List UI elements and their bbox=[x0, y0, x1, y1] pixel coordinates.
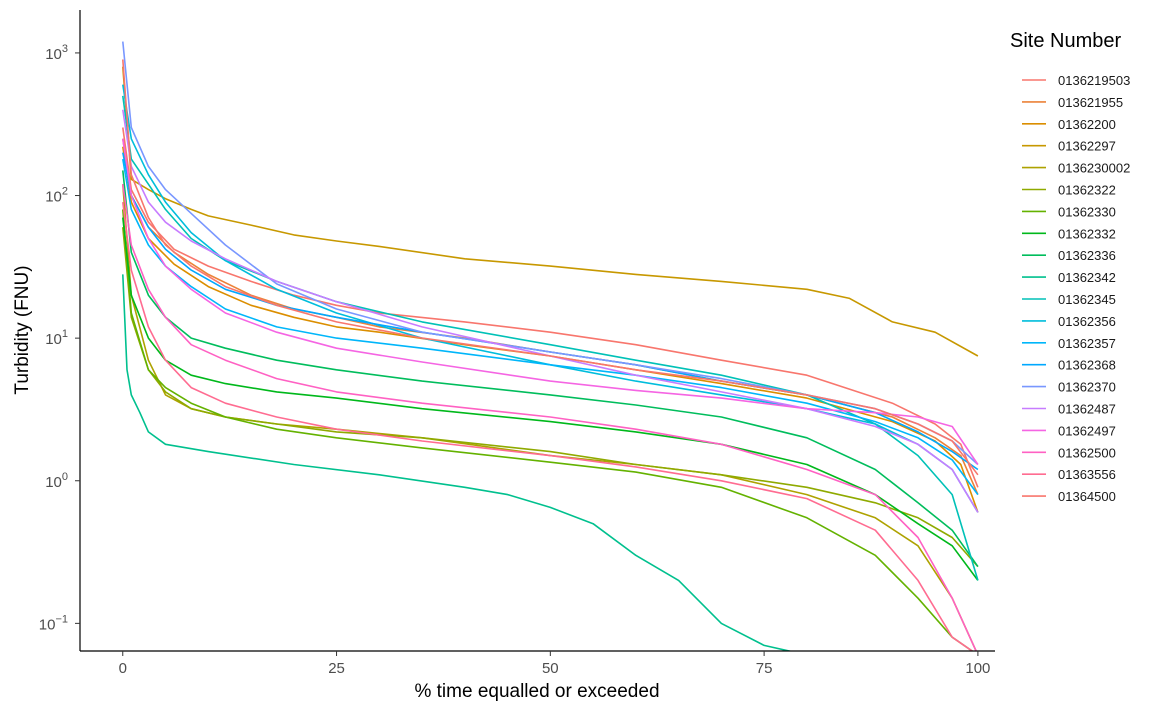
series-line-01362322 bbox=[122, 227, 979, 568]
legend-item: 01362332 bbox=[1022, 226, 1116, 241]
legend-item: 01362356 bbox=[1022, 314, 1116, 329]
legend-label: 01362500 bbox=[1058, 445, 1116, 460]
legend-item: 01362370 bbox=[1022, 380, 1116, 395]
series-line-01362497 bbox=[122, 138, 979, 465]
legend-title: Site Number bbox=[1010, 30, 1121, 52]
legend-label: 013621955 bbox=[1058, 95, 1123, 110]
legend-label: 01362356 bbox=[1058, 314, 1116, 329]
x-tick-label: 100 bbox=[965, 660, 990, 677]
legend-label: 01362322 bbox=[1058, 183, 1116, 198]
y-tick-label: 100 bbox=[45, 471, 68, 491]
series-line-01362370 bbox=[122, 41, 979, 466]
series-line-01362500 bbox=[122, 184, 977, 651]
legend-label: 01362297 bbox=[1058, 139, 1116, 154]
legend-label: 01364500 bbox=[1058, 489, 1116, 504]
legend-item: 01362500 bbox=[1022, 445, 1116, 460]
legend-item: 01362487 bbox=[1022, 402, 1116, 417]
series-lines bbox=[122, 41, 979, 651]
legend-item: 01362497 bbox=[1022, 423, 1116, 438]
legend-label: 01362370 bbox=[1058, 380, 1116, 395]
legend-label: 01362200 bbox=[1058, 117, 1116, 132]
series-line-01362332 bbox=[122, 217, 979, 581]
x-axis-title: % time equalled or exceeded bbox=[414, 681, 659, 702]
series-line-01362357 bbox=[122, 158, 979, 496]
legend-item: 01362345 bbox=[1022, 292, 1116, 307]
legend-item: 01362330 bbox=[1022, 204, 1116, 219]
x-axis-ticks: 0 25 50 75 100 bbox=[119, 651, 990, 677]
series-line-013621955 bbox=[122, 138, 979, 495]
legend: 0136219503 013621955 01362200 01362297 01362… bbox=[1022, 73, 1130, 504]
legend-item: 01362200 bbox=[1022, 117, 1116, 132]
legend-label: 01362345 bbox=[1058, 292, 1116, 307]
legend-label: 01362368 bbox=[1058, 358, 1116, 373]
series-line-01363556 bbox=[122, 202, 974, 651]
legend-item: 0136230002 bbox=[1022, 161, 1130, 176]
legend-label: 01362357 bbox=[1058, 336, 1116, 351]
x-tick-label: 0 bbox=[119, 660, 127, 677]
y-tick-label: 102 bbox=[45, 186, 68, 206]
legend-item: 01362322 bbox=[1022, 183, 1116, 198]
series-line-01362487 bbox=[122, 109, 979, 513]
legend-item: 01362297 bbox=[1022, 139, 1116, 154]
legend-label: 01363556 bbox=[1058, 467, 1116, 482]
x-tick-label: 50 bbox=[542, 660, 559, 677]
legend-label: 0136219503 bbox=[1058, 73, 1130, 88]
x-tick-label: 75 bbox=[756, 660, 773, 677]
x-tick-label: 25 bbox=[328, 660, 345, 677]
series-line-01362345 bbox=[122, 95, 979, 581]
y-tick-label: 101 bbox=[45, 328, 68, 348]
legend-item: 01362368 bbox=[1022, 358, 1116, 373]
legend-item: 0136219503 bbox=[1022, 73, 1130, 88]
legend-label: 01362332 bbox=[1058, 226, 1116, 241]
legend-item: 01362342 bbox=[1022, 270, 1116, 285]
legend-label: 01362497 bbox=[1058, 423, 1116, 438]
legend-item: 01362357 bbox=[1022, 336, 1116, 351]
legend-item: 013621955 bbox=[1022, 95, 1123, 110]
legend-label: 01362330 bbox=[1058, 204, 1116, 219]
legend-label: 0136230002 bbox=[1058, 161, 1130, 176]
series-line-01362330 bbox=[122, 209, 974, 651]
legend-item: 01364500 bbox=[1022, 489, 1116, 504]
y-axis-ticks: 10−1 100 101 102 103 bbox=[39, 43, 80, 633]
y-tick-label: 103 bbox=[45, 43, 68, 63]
legend-item: 01363556 bbox=[1022, 467, 1116, 482]
legend-label: 01362342 bbox=[1058, 270, 1116, 285]
y-tick-label: 10−1 bbox=[39, 613, 68, 633]
series-line-01362297 bbox=[122, 66, 979, 357]
y-axis-title: Turbidity (FNU) bbox=[12, 265, 33, 394]
series-line-0136219503 bbox=[122, 127, 979, 488]
series-line-01364500 bbox=[122, 59, 979, 476]
series-line-01362342 bbox=[122, 274, 793, 651]
legend-item: 01362336 bbox=[1022, 248, 1116, 263]
series-line-01362336 bbox=[122, 170, 979, 568]
legend-label: 01362487 bbox=[1058, 402, 1116, 417]
legend-label: 01362336 bbox=[1058, 248, 1116, 263]
